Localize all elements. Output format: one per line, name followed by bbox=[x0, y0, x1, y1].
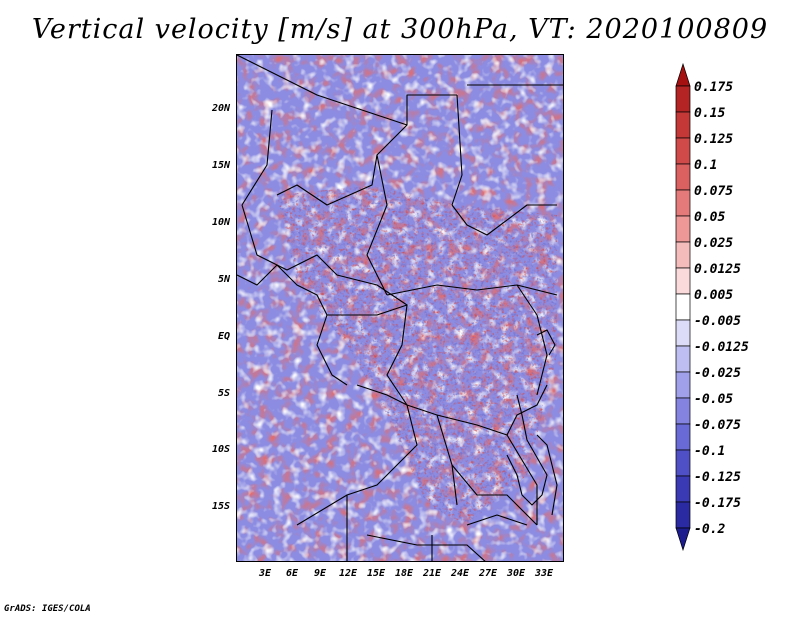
lon-label: 24E bbox=[450, 568, 470, 579]
colorbar-segment bbox=[675, 423, 691, 451]
colorbar-label: 0.1 bbox=[694, 158, 718, 173]
lat-label: 15N bbox=[211, 160, 230, 171]
colorbar-label: -0.1 bbox=[694, 444, 726, 459]
colorbar-label: 0.075 bbox=[694, 184, 734, 199]
colorbar-segment bbox=[675, 527, 691, 552]
colorbar-segment bbox=[675, 501, 691, 529]
lon-label: 18E bbox=[394, 568, 414, 579]
colorbar-segment bbox=[675, 267, 691, 295]
velocity-map bbox=[236, 54, 564, 562]
lon-label: 12E bbox=[338, 568, 358, 579]
colorbar-segment bbox=[675, 319, 691, 347]
chart-title: Vertical velocity [m/s] at 300hPa, VT: 2… bbox=[31, 14, 769, 45]
colorbar-segment bbox=[675, 137, 691, 165]
colorbar-label: -0.025 bbox=[694, 366, 741, 381]
map-field bbox=[237, 55, 563, 561]
colorbar-label: 0.05 bbox=[694, 210, 726, 225]
lon-label: 33E bbox=[534, 568, 554, 579]
lon-label: 3E bbox=[258, 568, 272, 579]
lon-label: 9E bbox=[313, 568, 327, 579]
lat-label: 15S bbox=[211, 501, 230, 512]
colorbar-label: -0.005 bbox=[694, 314, 741, 329]
lon-label: 27E bbox=[478, 568, 498, 579]
colorbar-segment bbox=[675, 449, 691, 477]
colorbar-segment bbox=[675, 189, 691, 217]
colorbar-label: -0.05 bbox=[694, 392, 734, 407]
lat-label: 20N bbox=[211, 103, 230, 114]
colorbar-segment bbox=[675, 163, 691, 191]
lon-label: 6E bbox=[285, 568, 299, 579]
colorbar-label: 0.15 bbox=[694, 106, 726, 121]
lat-label: 5S bbox=[217, 388, 230, 399]
colorbar-label: -0.175 bbox=[694, 496, 741, 511]
lon-label: 15E bbox=[366, 568, 386, 579]
colorbar-label: -0.0125 bbox=[694, 340, 749, 355]
colorbar-segment bbox=[675, 215, 691, 243]
colorbar-label: 0.125 bbox=[694, 132, 734, 147]
colorbar-segment bbox=[675, 371, 691, 399]
colorbar-segment bbox=[675, 241, 691, 269]
colorbar-segment bbox=[675, 475, 691, 503]
lon-label: 21E bbox=[422, 568, 442, 579]
colorbar-label: 0.025 bbox=[694, 236, 734, 251]
lat-label: 5N bbox=[217, 274, 230, 285]
colorbar-segment bbox=[675, 62, 691, 87]
lon-label: 30E bbox=[506, 568, 526, 579]
colorbar-segment bbox=[675, 85, 691, 113]
colorbar-label: 0.0125 bbox=[694, 262, 741, 277]
footer-credit: GrADS: IGES/COLA bbox=[4, 604, 91, 614]
lat-label: EQ bbox=[217, 331, 230, 342]
colorbar-label: -0.2 bbox=[694, 522, 726, 537]
colorbar-segment bbox=[675, 111, 691, 139]
colorbar-segment bbox=[675, 345, 691, 373]
colorbar-label: -0.125 bbox=[694, 470, 741, 485]
colorbar-label: -0.075 bbox=[694, 418, 741, 433]
colorbar bbox=[675, 62, 691, 552]
lat-label: 10N bbox=[211, 217, 230, 228]
lat-label: 10S bbox=[211, 444, 230, 455]
colorbar-label: 0.175 bbox=[694, 80, 734, 95]
colorbar-label: 0.005 bbox=[694, 288, 734, 303]
colorbar-segment bbox=[675, 397, 691, 425]
colorbar-segment bbox=[675, 293, 691, 321]
